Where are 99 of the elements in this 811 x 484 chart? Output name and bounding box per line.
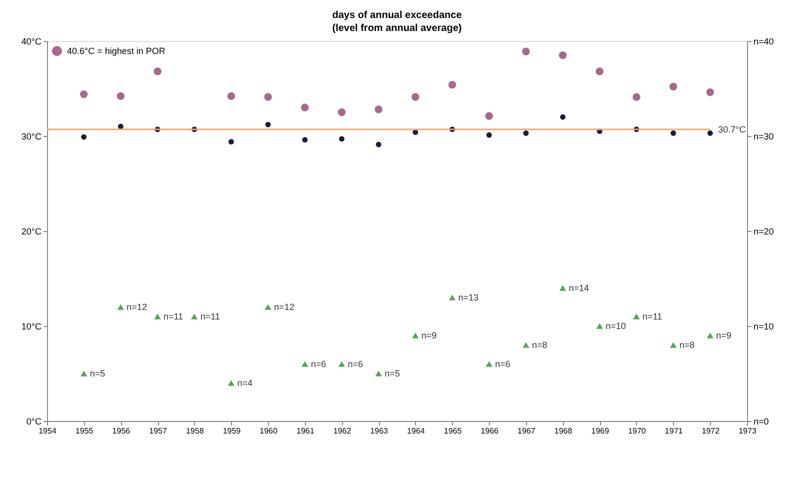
data-label: n=8	[679, 340, 695, 350]
data-label: n=9	[716, 330, 732, 340]
point	[264, 93, 272, 101]
point	[374, 106, 382, 114]
point	[670, 130, 676, 136]
point	[633, 314, 640, 320]
point	[228, 138, 234, 144]
point	[81, 134, 87, 140]
point	[670, 342, 677, 348]
y-tick-label: 40°C	[21, 36, 42, 46]
x-tick-label: 1968	[554, 426, 573, 436]
point	[559, 285, 566, 291]
point	[558, 51, 567, 60]
y2-tick-label: n=20	[754, 226, 774, 236]
data-label: n=11	[642, 312, 662, 322]
data-label: n=13	[458, 292, 479, 302]
x-tick-label: 1970	[628, 426, 646, 436]
point	[301, 104, 309, 112]
y2-tick-label: n=40	[754, 36, 774, 46]
point	[522, 342, 530, 348]
data-label: n=12	[274, 302, 294, 312]
data-label: n=11	[164, 312, 184, 322]
x-tick-label: 1966	[480, 426, 500, 436]
point	[375, 370, 382, 376]
point	[448, 80, 456, 89]
point	[80, 370, 88, 376]
point	[376, 142, 382, 148]
point	[118, 124, 124, 130]
y-tick-label: 0°C	[26, 416, 42, 426]
x-tick-label: 1955	[75, 426, 94, 436]
x-tick-label: 1972	[702, 426, 720, 436]
point	[522, 48, 530, 56]
point	[228, 380, 235, 386]
x-tick-label: 1971	[664, 426, 684, 436]
x-tick-label: 1973	[738, 426, 757, 436]
data-label: n=12	[126, 302, 147, 312]
y2-tick-label: n=10	[754, 322, 774, 332]
data-label: n=4	[237, 378, 252, 388]
data-label: n=5	[90, 368, 106, 378]
data-label: n=11	[200, 312, 220, 322]
chart-title: days of annual exceedance	[332, 10, 462, 21]
y2-tick-label: n=0	[754, 416, 769, 426]
x-tick-label: 1961	[296, 426, 315, 436]
x-tick-label: 1969	[591, 426, 610, 436]
x-tick-label: 1964	[407, 426, 426, 436]
x-tick-label: 1958	[186, 426, 204, 436]
x-tick-label: 1954	[38, 426, 57, 436]
point	[523, 130, 529, 136]
point	[706, 88, 714, 96]
point	[265, 122, 271, 128]
point	[116, 92, 125, 100]
y2-tick-label: n=30	[754, 132, 774, 142]
point	[412, 332, 419, 338]
point	[227, 92, 236, 100]
data-label: n=14	[568, 283, 590, 293]
point	[80, 90, 88, 98]
data-label: n=8	[532, 340, 548, 350]
y-tick-label: 20°C	[21, 226, 42, 236]
x-tick-label: 1965	[444, 426, 462, 436]
x-tick-label: 1963	[370, 426, 389, 436]
legend-label: 40.6°C = highest in POR	[67, 46, 166, 56]
x-tick-label: 1957	[149, 426, 168, 436]
x-tick-label: 1967	[518, 426, 536, 436]
x-tick-label: 1960	[260, 426, 278, 436]
data-label: n=6	[310, 359, 326, 369]
data-label: n=6	[348, 359, 364, 369]
data-label: n=10	[606, 321, 626, 331]
point	[485, 112, 493, 120]
point	[412, 93, 420, 101]
data-label: n=9	[421, 330, 437, 340]
point	[560, 114, 566, 120]
point	[596, 68, 604, 76]
point	[706, 332, 714, 338]
x-tick-label: 1959	[222, 426, 242, 436]
y-tick-label: 10°C	[21, 322, 42, 332]
point	[302, 137, 308, 143]
chart-subtitle: (level from annual average)	[332, 23, 462, 34]
x-tick-label: 1956	[112, 426, 131, 436]
data-label: n=5	[384, 368, 400, 378]
point	[117, 304, 124, 310]
point	[632, 93, 640, 101]
point	[191, 314, 198, 320]
x-tick-label: 1962	[333, 426, 352, 436]
point	[338, 108, 346, 116]
point	[596, 323, 603, 329]
point	[264, 304, 272, 310]
y-tick-label: 30°C	[21, 132, 42, 142]
point	[448, 294, 456, 300]
point	[486, 361, 492, 367]
point	[669, 82, 678, 90]
point	[154, 68, 162, 76]
data-label: n=6	[495, 359, 510, 369]
point	[154, 314, 161, 320]
point	[339, 136, 344, 142]
point	[486, 132, 492, 138]
ref-line-label: 30.7°C	[718, 124, 746, 134]
point	[302, 361, 308, 367]
point	[707, 130, 713, 136]
point	[338, 361, 346, 367]
